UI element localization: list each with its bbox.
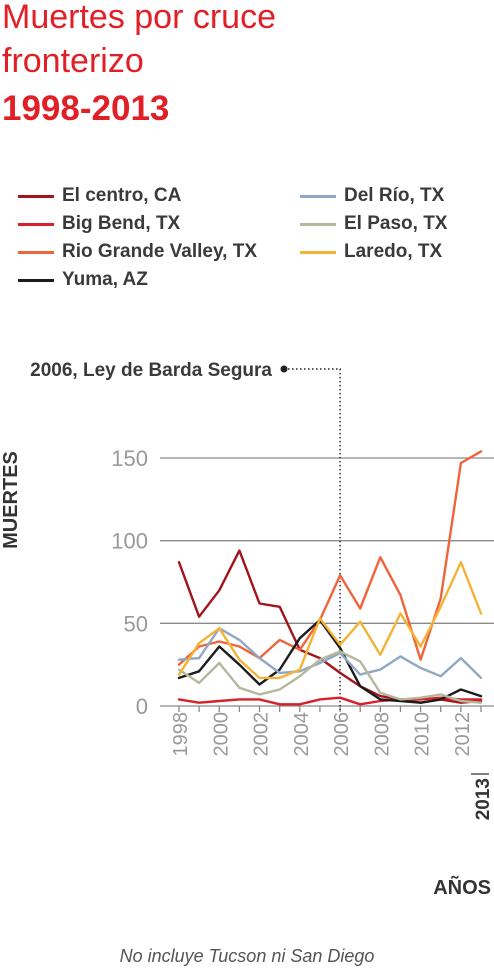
legend-swatch: [300, 222, 336, 226]
legend-label: Yuma, AZ: [62, 269, 148, 290]
y-tick-label: 0: [136, 694, 148, 719]
legend-swatch: [300, 250, 336, 254]
series-line: [177, 650, 483, 704]
legend-label: Big Bend, TX: [62, 213, 181, 234]
legend-item: Big Bend, TX: [18, 212, 180, 236]
legend-item: Del Río, TX: [300, 184, 444, 208]
footnote: No incluye Tucson ni San Diego: [119, 946, 375, 966]
legend-item: Laredo, TX: [300, 240, 442, 264]
series-line: [177, 696, 483, 706]
title-years: 1998-2013: [2, 89, 170, 128]
y-tick-label: 50: [124, 611, 148, 636]
x-tick-label: 2004: [291, 712, 313, 757]
legend-label: El centro, CA: [62, 185, 182, 206]
series-line: [177, 618, 483, 704]
series-line: [177, 549, 483, 704]
x-tick-label: 1998: [170, 712, 192, 757]
legend-label: Del Río, TX: [344, 185, 445, 206]
series-line: [177, 627, 483, 680]
legend-swatch: [18, 222, 54, 226]
annotation-label: 2006, Ley de Barda Segura: [30, 360, 272, 381]
x-tick-label: 2008: [371, 712, 393, 757]
x-tick-label: 2006: [331, 712, 353, 757]
legend-label: Laredo, TX: [344, 241, 443, 262]
legend-item: Rio Grande Valley, TX: [18, 240, 257, 264]
legend-label: El Paso, TX: [344, 213, 448, 234]
title-line-1: Muertes por cruce: [2, 0, 276, 36]
x-tick-label: 2012: [452, 712, 474, 757]
y-tick-label: 150: [111, 446, 148, 471]
line-chart: 0 50 100 150 1998 2000 2002 2004 2006 2008 2010 201…: [0, 360, 494, 899]
series-line: [177, 561, 483, 680]
legend-swatch: [18, 194, 54, 198]
x-tick-label: 2013: [473, 778, 494, 820]
annotation-leader: [284, 368, 341, 710]
legend-swatch: [18, 250, 54, 254]
x-tick-label: 2002: [251, 712, 273, 757]
title-line-2: fronterizo: [2, 42, 144, 80]
legend-item: Yuma, AZ: [18, 268, 148, 292]
y-tick-label: 100: [111, 529, 148, 554]
y-axis-title: MUERTES: [0, 451, 22, 549]
legend-label: Rio Grande Valley, TX: [62, 241, 257, 262]
x-axis-title: AÑOS: [433, 876, 491, 899]
legend-item: El Paso, TX: [300, 212, 447, 236]
x-tick-label: 2000: [210, 712, 232, 757]
legend-swatch: [18, 278, 54, 282]
x-tick-label: 2010: [412, 712, 434, 757]
legend-item: El centro, CA: [18, 184, 181, 208]
legend-swatch: [300, 194, 336, 198]
